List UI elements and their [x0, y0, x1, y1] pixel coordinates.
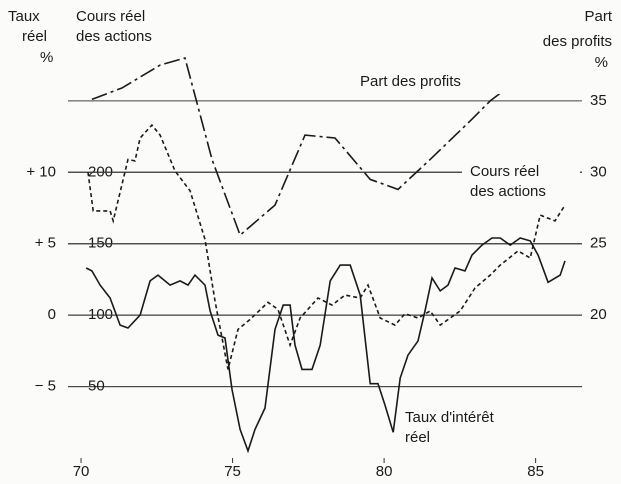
y2-tick-label: 20: [590, 306, 607, 323]
y2-label: Part: [584, 8, 612, 25]
x-tick-label: 80: [376, 463, 393, 480]
annotation: Taux d'intérêt: [405, 409, 495, 426]
annotation: Cours réel: [470, 163, 539, 180]
series-line: [85, 237, 566, 454]
y-tick-label: + 10: [26, 163, 56, 180]
annotation: réel: [405, 429, 430, 446]
y-tick-label: 0: [48, 306, 56, 323]
y2-unit: %: [595, 54, 608, 71]
y-tick-label: − 5: [35, 378, 56, 395]
series-line: [87, 123, 566, 370]
y2-label: des profits: [543, 33, 612, 50]
y-label: réel: [22, 28, 47, 45]
annotation: des actions: [470, 183, 546, 200]
y3-label: Cours réel: [76, 8, 145, 25]
x-tick-label: 85: [527, 463, 544, 480]
y2-tick-label: 30: [590, 163, 607, 180]
y-unit: %: [40, 49, 53, 66]
y3-tick-label: 100: [88, 306, 113, 323]
y-tick-label: + 5: [35, 235, 56, 252]
y3-tick-label: 200: [88, 163, 113, 180]
annotation-bg: [462, 160, 580, 204]
y-label: Taux: [8, 8, 40, 25]
x-tick-label: 75: [224, 463, 241, 480]
y3-tick-label: 50: [88, 378, 105, 395]
annotation: Part des profits: [360, 73, 461, 90]
series-line: [91, 57, 521, 237]
annotation-bg: [352, 70, 522, 94]
x-tick-label: 70: [73, 463, 90, 480]
annotation-bg: [398, 404, 498, 448]
y2-tick-label: 25: [590, 235, 607, 252]
y2-tick-label: 35: [590, 92, 607, 109]
y3-label: des actions: [76, 28, 152, 45]
y3-tick-label: 150: [88, 235, 113, 252]
